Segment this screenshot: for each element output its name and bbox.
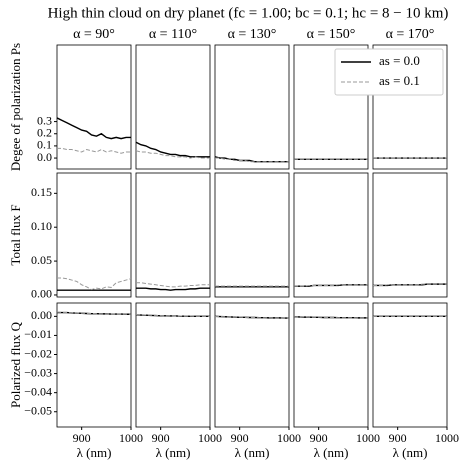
x-tick-label: 900 bbox=[152, 431, 170, 445]
column-title: α = 170° bbox=[386, 27, 435, 42]
x-tick-label: 1000 bbox=[435, 431, 459, 445]
plot-area bbox=[372, 172, 448, 298]
series-line bbox=[135, 314, 210, 317]
x-axis-label: λ (nm) bbox=[77, 445, 112, 460]
plot-area bbox=[293, 302, 369, 428]
series-line bbox=[135, 150, 210, 159]
column-title: α = 90° bbox=[73, 27, 115, 42]
plot-area bbox=[56, 44, 132, 170]
y-tick-label: 0.1 bbox=[37, 138, 52, 152]
plot-area bbox=[293, 172, 369, 298]
y-tick-label: 0.0 bbox=[37, 150, 52, 164]
plot-area bbox=[135, 172, 211, 298]
y-tick-label: −0.01 bbox=[24, 327, 52, 341]
y-tick-label: 0.2 bbox=[37, 125, 52, 139]
y-tick-label: −0.02 bbox=[24, 346, 52, 360]
y-tick-label: 0.10 bbox=[31, 219, 52, 233]
series-line bbox=[293, 316, 368, 319]
x-axis-label: λ (nm) bbox=[393, 445, 428, 460]
y-axis-label: Total flux F bbox=[8, 204, 23, 265]
column-title: α = 150° bbox=[307, 27, 356, 42]
series-line bbox=[57, 277, 132, 291]
plot-area bbox=[135, 302, 211, 428]
x-tick-label: 1000 bbox=[356, 431, 380, 445]
x-tick-label: 1000 bbox=[119, 431, 143, 445]
y-tick-label: −0.03 bbox=[24, 365, 52, 379]
y-tick-label: 0.00 bbox=[31, 308, 52, 322]
series-line bbox=[294, 284, 368, 287]
y-tick-label: 0.3 bbox=[37, 113, 52, 127]
y-tick-label: 0.15 bbox=[31, 185, 52, 199]
series-line bbox=[214, 315, 289, 319]
plot-area bbox=[372, 302, 448, 428]
x-axis-label: λ (nm) bbox=[235, 445, 270, 460]
y-tick-label: −0.04 bbox=[24, 384, 52, 398]
figure-title: High thin cloud on dry planet (fc = 1.00… bbox=[48, 5, 449, 21]
plot-area bbox=[214, 302, 290, 428]
x-tick-label: 900 bbox=[73, 431, 91, 445]
y-tick-label: 0.00 bbox=[31, 287, 52, 301]
plot-area bbox=[56, 172, 132, 298]
x-tick-label: 1000 bbox=[198, 431, 222, 445]
series-line bbox=[136, 282, 210, 288]
series-line bbox=[56, 117, 131, 140]
y-axis-label: Polarized flux Q bbox=[8, 321, 23, 408]
plot-area bbox=[214, 172, 290, 298]
series-line bbox=[56, 311, 131, 315]
series-line bbox=[136, 287, 210, 291]
x-tick-label: 1000 bbox=[277, 431, 301, 445]
series-line bbox=[215, 157, 289, 163]
series-line bbox=[57, 147, 131, 154]
x-axis-label: λ (nm) bbox=[156, 445, 191, 460]
y-axis-label: Degee of polarization Ps bbox=[8, 43, 23, 171]
x-tick-label: 900 bbox=[389, 431, 407, 445]
y-tick-label: 0.05 bbox=[31, 253, 52, 267]
plot-area bbox=[135, 44, 211, 170]
plot-area bbox=[56, 302, 132, 428]
x-tick-label: 900 bbox=[231, 431, 249, 445]
series-line bbox=[135, 141, 210, 158]
y-tick-label: −0.05 bbox=[24, 403, 52, 417]
series-line bbox=[373, 283, 447, 286]
legend-label: as = 0.0 bbox=[379, 53, 420, 68]
legend-label: as = 0.1 bbox=[379, 73, 420, 88]
legend-box bbox=[334, 48, 444, 96]
column-title: α = 130° bbox=[228, 27, 277, 42]
x-tick-label: 900 bbox=[310, 431, 328, 445]
plot-area bbox=[214, 44, 290, 170]
x-axis-label: λ (nm) bbox=[314, 445, 349, 460]
column-title: α = 110° bbox=[149, 27, 197, 42]
